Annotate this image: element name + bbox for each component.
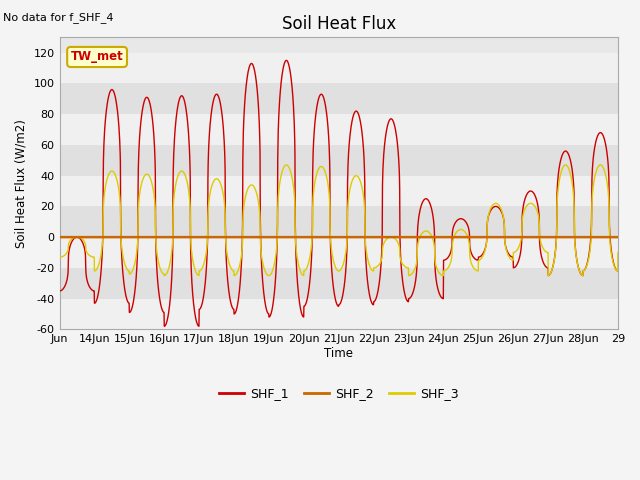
Bar	[60, 268, 618, 299]
Bar	[60, 206, 618, 237]
Text: TW_met: TW_met	[70, 50, 124, 63]
Bar	[60, 114, 618, 145]
Y-axis label: Soil Heat Flux (W/m2): Soil Heat Flux (W/m2)	[15, 119, 28, 248]
Bar	[60, 176, 618, 206]
Bar	[60, 237, 618, 268]
Bar	[60, 53, 618, 84]
Legend: SHF_1, SHF_2, SHF_3: SHF_1, SHF_2, SHF_3	[214, 382, 463, 405]
Bar	[60, 299, 618, 329]
Bar	[60, 84, 618, 114]
Title: Soil Heat Flux: Soil Heat Flux	[282, 15, 396, 33]
Text: No data for f_SHF_4: No data for f_SHF_4	[3, 12, 114, 23]
Bar	[60, 145, 618, 176]
X-axis label: Time: Time	[324, 347, 353, 360]
